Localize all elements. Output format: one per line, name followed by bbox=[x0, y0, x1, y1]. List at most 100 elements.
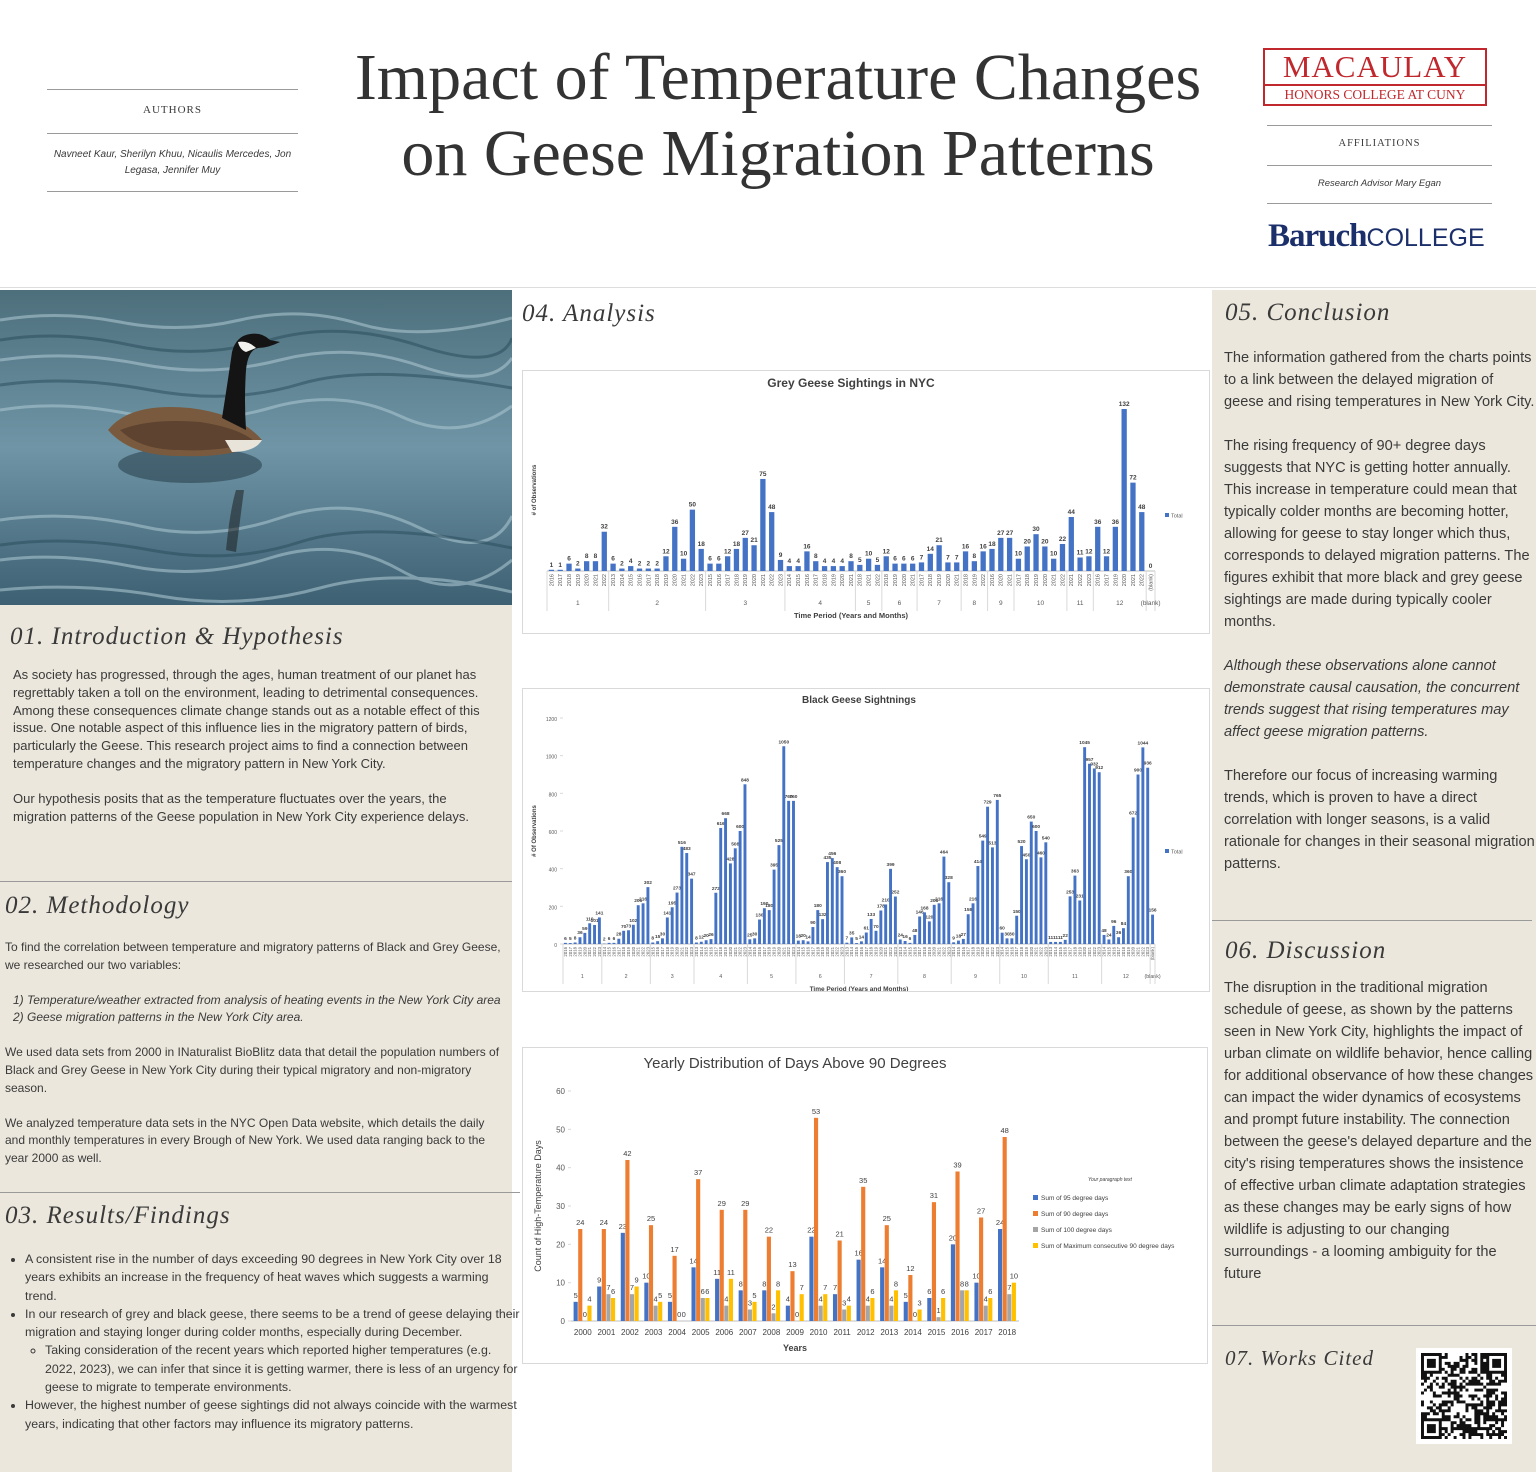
x-tick-label: 2021 bbox=[830, 946, 835, 956]
bar bbox=[846, 1305, 851, 1321]
x-tick-label: 2001 bbox=[597, 1328, 615, 1337]
x-tick-label: 2019 bbox=[723, 946, 728, 956]
value-label: 450 bbox=[1022, 852, 1030, 858]
x-tick-label: 2017 bbox=[660, 946, 665, 956]
bar bbox=[606, 1294, 611, 1321]
x-tick-label: 2015 bbox=[907, 946, 912, 956]
bar bbox=[942, 856, 946, 944]
value-label: 848 bbox=[741, 777, 749, 783]
x-tick-label: 2015 bbox=[708, 574, 714, 586]
x-tick-label: 2023 bbox=[597, 946, 602, 956]
x-tick-label: 2019 bbox=[1126, 946, 1131, 956]
poster-title: Impact of Temperature Changes on Geese M… bbox=[354, 41, 1202, 190]
value-label: 24 bbox=[576, 1218, 584, 1227]
value-label: 24 bbox=[996, 1218, 1004, 1227]
bar bbox=[670, 907, 674, 944]
value-label: 6 bbox=[988, 1287, 992, 1296]
value-label: 6 bbox=[611, 556, 615, 563]
x-tick-label: 2022 bbox=[1140, 574, 1146, 586]
logo-bottom-1: Baruch bbox=[1268, 218, 1368, 254]
value-label: 210 bbox=[882, 897, 890, 903]
bar bbox=[874, 930, 878, 944]
x-tick-label: 2018 bbox=[1121, 946, 1126, 956]
value-label: 10 bbox=[680, 551, 688, 558]
value-label: 102 bbox=[629, 918, 637, 924]
value-label: 1 bbox=[558, 562, 562, 569]
value-label: 11 bbox=[727, 1268, 735, 1277]
x-tick-label: 2019 bbox=[670, 946, 675, 956]
value-label: 61 bbox=[864, 926, 870, 932]
value-label: 141 bbox=[595, 910, 603, 916]
value-label: 16 bbox=[854, 1249, 862, 1258]
value-label: 328 bbox=[945, 875, 953, 881]
group-label: 11 bbox=[1077, 600, 1084, 607]
bar bbox=[1130, 482, 1136, 571]
bar bbox=[568, 943, 572, 944]
value-label: 231 bbox=[1076, 893, 1084, 899]
value-label: 168 bbox=[921, 905, 929, 911]
bar bbox=[629, 1294, 635, 1321]
bar bbox=[864, 932, 868, 944]
x-tick-label: 2018 bbox=[665, 946, 670, 956]
group-label: 1 bbox=[581, 974, 584, 980]
bar bbox=[952, 942, 956, 944]
group-label: 8 bbox=[923, 974, 926, 980]
bar bbox=[874, 564, 881, 571]
x-tick-label: 2021 bbox=[761, 574, 767, 586]
bar bbox=[799, 1294, 804, 1321]
value-label: 180 bbox=[814, 903, 822, 909]
value-label: 195 bbox=[668, 900, 676, 906]
x-tick-label: 2021 bbox=[1087, 946, 1092, 956]
value-label: 12 bbox=[1085, 548, 1093, 555]
value-label: 75 bbox=[759, 471, 767, 478]
value-label: 460 bbox=[1037, 850, 1045, 856]
value-label: 32 bbox=[601, 524, 609, 531]
x-tick-label: 2023 bbox=[893, 946, 898, 956]
value-label: 0 bbox=[677, 1310, 681, 1319]
rule bbox=[1267, 165, 1492, 166]
bar bbox=[769, 512, 775, 571]
bar bbox=[617, 938, 621, 944]
bar bbox=[998, 537, 1004, 571]
value-label: 24 bbox=[600, 1218, 608, 1227]
value-label: 12 bbox=[883, 548, 891, 555]
value-label: 4 bbox=[866, 1295, 870, 1304]
value-label: 84 bbox=[1121, 921, 1127, 927]
value-label: 216 bbox=[935, 896, 943, 902]
x-tick-label: 2021 bbox=[587, 946, 592, 956]
bar bbox=[715, 1278, 720, 1321]
value-label: 8 bbox=[965, 1279, 969, 1288]
bar bbox=[588, 923, 592, 944]
value-label: 22 bbox=[1063, 933, 1069, 939]
bar bbox=[1024, 859, 1028, 944]
bar bbox=[752, 1301, 757, 1321]
x-tick-label: 2021 bbox=[1052, 574, 1058, 586]
value-label: 363 bbox=[1071, 869, 1079, 875]
value-label: 3 bbox=[748, 1299, 752, 1308]
x-tick-label: 2022 bbox=[1038, 946, 1043, 956]
x-tick-label: 2020 bbox=[585, 574, 591, 586]
value-label: 12 bbox=[662, 548, 670, 555]
x-tick-label: 2022 bbox=[835, 946, 840, 956]
value-label: 30 bbox=[1032, 526, 1040, 533]
x-tick-label: 2023 bbox=[995, 946, 1000, 956]
value-label: 9 bbox=[779, 552, 783, 559]
value-label: 395 bbox=[770, 863, 778, 869]
x-tick-label: 2023 bbox=[1097, 946, 1102, 956]
bar bbox=[966, 914, 970, 944]
value-label: 600 bbox=[736, 824, 744, 830]
x-tick-label: 2002 bbox=[621, 1328, 639, 1337]
group-label: (blank) bbox=[1144, 974, 1160, 980]
bar bbox=[989, 548, 995, 571]
value-label: 6 bbox=[902, 556, 906, 563]
paragraph: As society has progressed, through the a… bbox=[13, 667, 480, 771]
bar bbox=[923, 912, 926, 944]
goose-photo bbox=[0, 290, 512, 605]
value-label: 435 bbox=[823, 855, 831, 861]
x-tick-label: 2021 bbox=[1069, 574, 1075, 586]
rule bbox=[47, 191, 298, 192]
discussion-text: The disruption in the traditional migrat… bbox=[1224, 980, 1534, 1282]
bar bbox=[955, 1171, 960, 1321]
value-label: 4 bbox=[654, 1295, 658, 1304]
value-label: 9 bbox=[597, 1276, 601, 1285]
